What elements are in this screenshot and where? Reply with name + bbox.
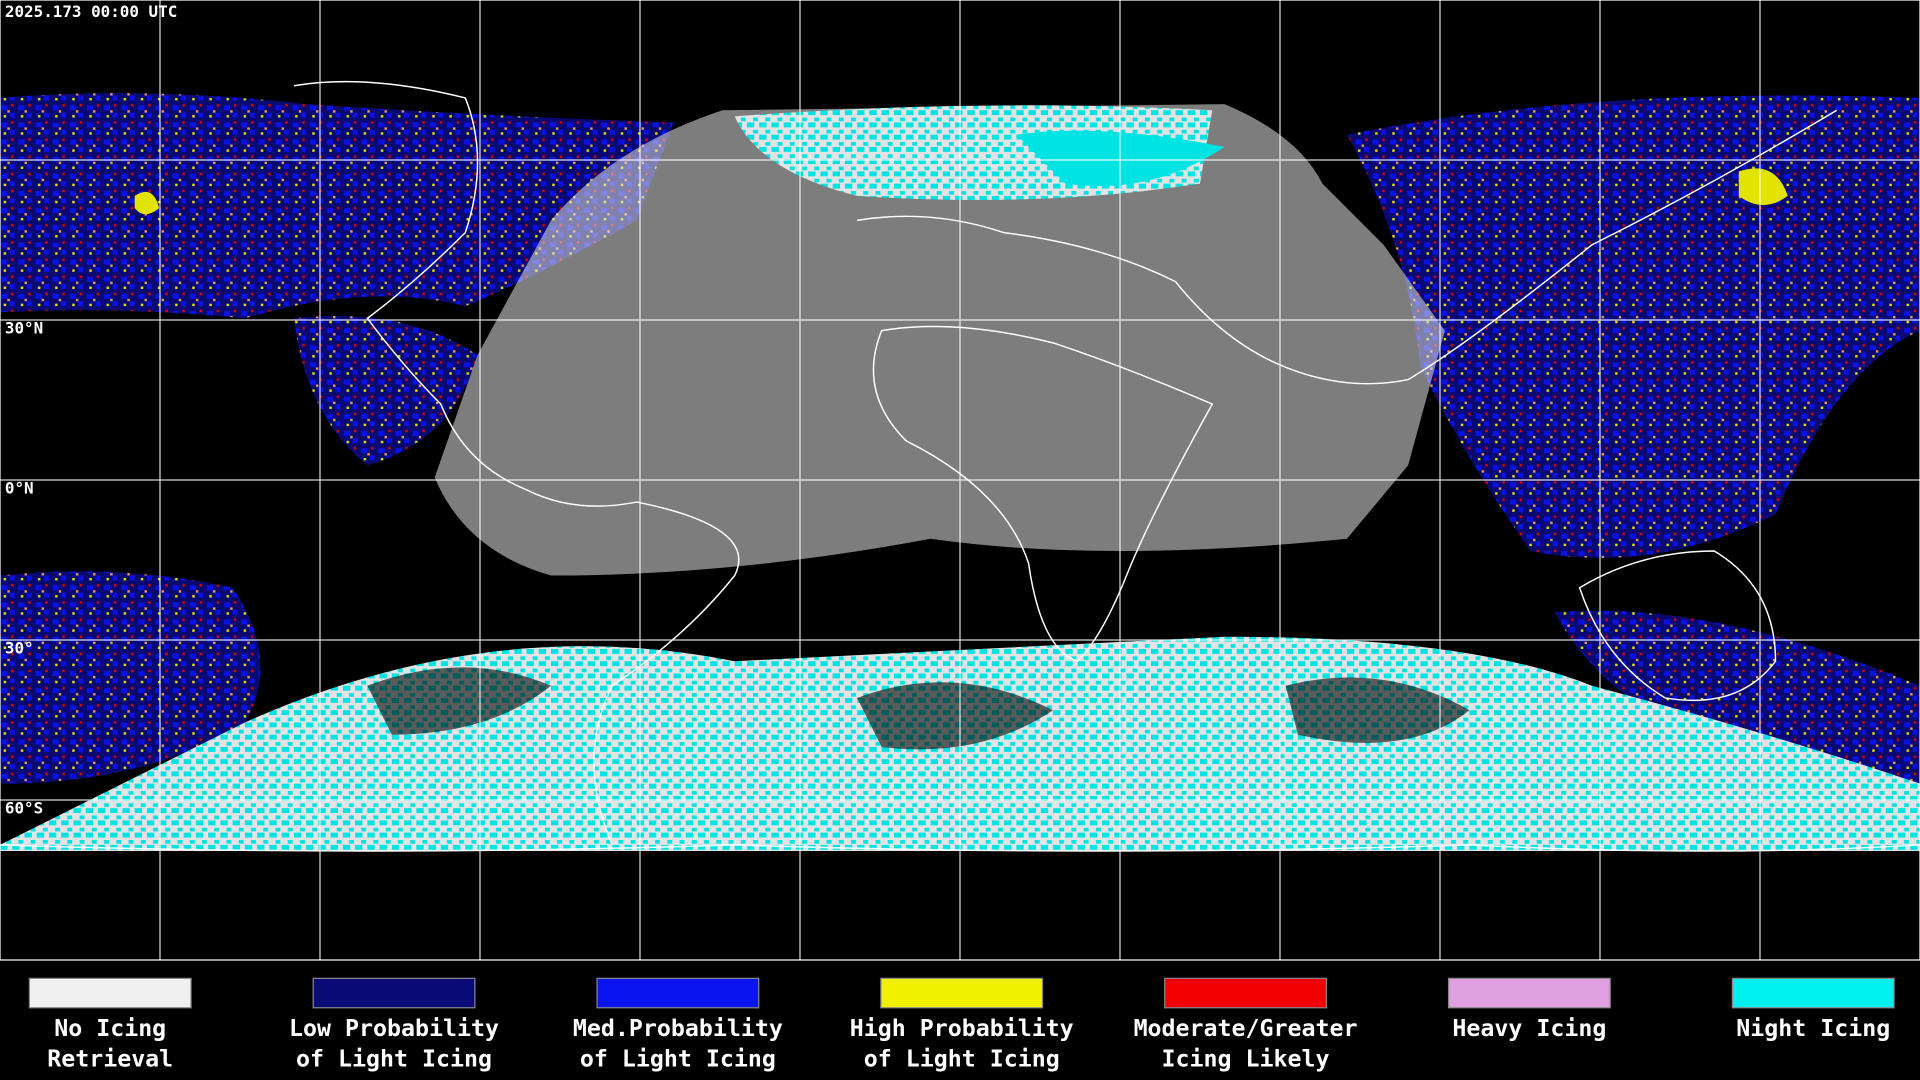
graticule — [0, 0, 1920, 960]
legend-label: of Light Icing — [580, 1046, 776, 1073]
legend-label: Icing Likely — [1162, 1046, 1330, 1073]
legend-swatch — [312, 977, 476, 1009]
legend-swatch — [1731, 977, 1895, 1009]
legend-label: Med.Probability — [573, 1015, 783, 1042]
timestamp: 2025.173 00:00 UTC — [5, 2, 177, 21]
legend-swatch — [596, 977, 760, 1009]
legend-label: High Probability — [850, 1015, 1074, 1042]
legend-swatch — [1164, 977, 1327, 1009]
legend-swatch — [28, 977, 192, 1009]
legend-swatch — [880, 977, 1044, 1009]
legend-label: Night Icing — [1736, 1015, 1890, 1042]
legend-label: Moderate/Greater — [1134, 1015, 1358, 1042]
legend-swatch — [1447, 977, 1611, 1009]
latitude-label: 0°N — [5, 478, 34, 497]
coastlines — [0, 80, 1920, 852]
legend-label: of Light Icing — [296, 1046, 492, 1073]
legend-label: No Icing — [54, 1015, 166, 1042]
legend: No Icing Retrieval Low Probability of Light… — [28, 977, 1895, 1073]
legend-label: of Light Icing — [864, 1046, 1060, 1073]
latitude-label: 60°S — [5, 798, 43, 817]
latitude-labels: 30°N 0°N 30° 60°S — [5, 318, 43, 817]
map-frame — [0, 0, 1920, 961]
legend-label: Heavy Icing — [1452, 1015, 1606, 1042]
legend-label: Retrieval — [47, 1046, 173, 1073]
legend-label: Low Probability — [289, 1015, 499, 1042]
latitude-label: 30°N — [5, 318, 43, 337]
latitude-label: 30° — [5, 638, 34, 657]
